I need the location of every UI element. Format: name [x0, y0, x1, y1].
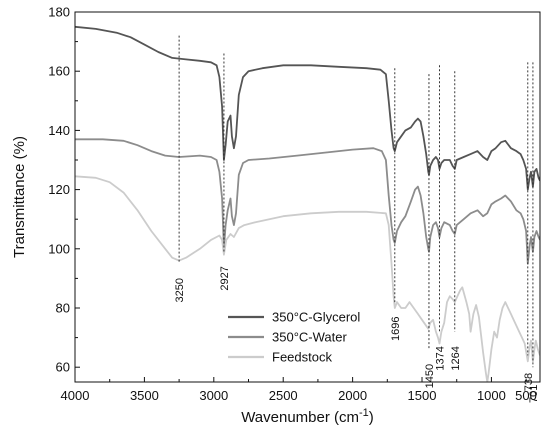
x-tick-label-0: 4000 [61, 388, 90, 403]
y-tick-label-3: 120 [48, 182, 70, 197]
x-axis-label-tail: ) [369, 409, 374, 426]
x-tick-label-5: 1500 [408, 388, 437, 403]
plot-frame [74, 11, 541, 383]
peak-label-1: 2927 [219, 266, 231, 290]
x-axis-ticks: 4000 3500 3000 2500 2000 1500 1000 500 [61, 377, 541, 403]
legend: 350°C-Glycerol 350°C-Water Feedstock [228, 310, 360, 365]
y-tick-label-5: 160 [48, 64, 70, 79]
peak-label-7: 701 [528, 385, 540, 403]
x-tick-label-3: 2500 [269, 388, 298, 403]
y-tick-label-2: 100 [48, 241, 70, 256]
legend-label-2: Feedstock [272, 350, 332, 365]
series-line-2 [75, 175, 540, 382]
series-line-0 [75, 25, 540, 191]
series-line-1 [75, 138, 540, 265]
x-axis-label-sup: -1 [359, 407, 369, 419]
legend-label-1: 350°C-Water [272, 330, 347, 345]
x-tick-label-2: 3000 [199, 388, 228, 403]
x-tick-label-1: 3500 [130, 388, 159, 403]
x-tick-label-6: 1000 [477, 388, 506, 403]
peak-label-5: 1264 [450, 346, 462, 370]
y-tick-label-4: 140 [48, 123, 70, 138]
peak-label-4: 1374 [435, 346, 447, 370]
y-axis-ticks: 60 80 100 120 140 160 180 [48, 5, 80, 375]
y-axis-label: Transmittance (%) [11, 136, 28, 258]
legend-label-0: 350°C-Glycerol [272, 310, 360, 325]
y-tick-label-6: 180 [48, 5, 70, 20]
y-tick-label-0: 60 [56, 360, 70, 375]
y-tick-label-1: 80 [56, 301, 70, 316]
x-axis-label-main: Wavenumber (cm [241, 409, 359, 426]
x-tick-label-7: 500 [515, 388, 537, 403]
peak-label-0: 3250 [174, 278, 186, 302]
x-axis-label: Wavenumber (cm-1) [241, 407, 374, 426]
x-tick-label-4: 2000 [338, 388, 367, 403]
peak-label-2: 1696 [390, 316, 402, 340]
